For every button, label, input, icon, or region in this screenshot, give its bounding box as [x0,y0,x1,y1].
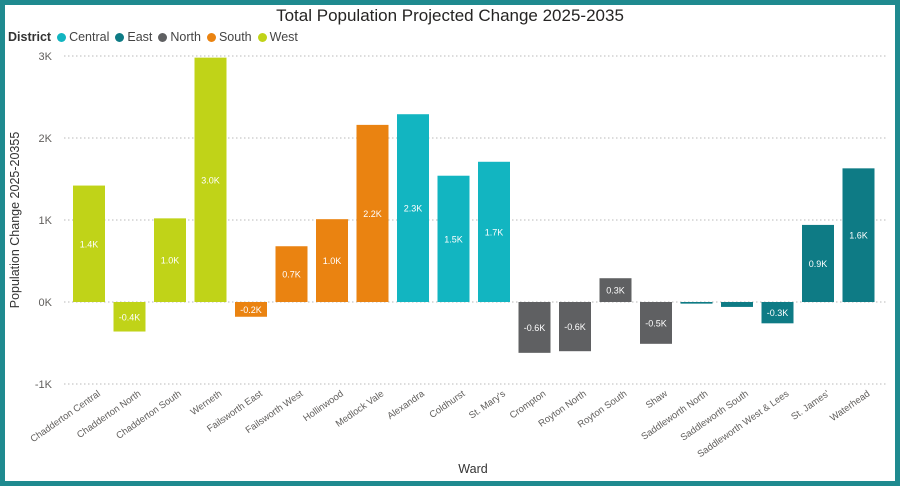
x-tick-label: Shaw [644,388,670,411]
data-label: 1.0K [323,256,342,266]
data-label: 1.6K [849,231,868,241]
x-tick-label: St. James' [789,388,832,422]
bar-failsworth-east[interactable] [235,302,267,317]
bar-saddleworth-west-lees[interactable] [761,302,794,324]
x-tick-label: Werneth [189,388,225,418]
legend-dot-icon [206,32,216,42]
bar-st-james-[interactable] [802,224,834,302]
data-label: -0.2K [240,305,262,315]
bar-werneth[interactable] [194,57,227,302]
y-axis-label: Population Change 2025-20355 [8,132,22,309]
legend-item-north[interactable]: North [158,30,201,44]
legend-title: District [8,30,52,44]
bar-shaw[interactable] [640,302,672,344]
bar-chadderton-south[interactable] [154,218,186,302]
data-label: -0.4K [119,312,141,322]
chart-title: Total Population Projected Change 2025-2… [276,6,624,25]
bar-royton-south[interactable] [599,278,632,302]
y-tick-label: 2K [39,133,53,145]
data-label: 1.5K [444,234,463,244]
legend-label: West [269,30,298,44]
x-tick-label: Saddleworth North [639,388,710,442]
legend-label: East [127,30,153,44]
bar-st-mary-s[interactable] [478,161,510,302]
legend-item-west[interactable]: West [257,30,298,44]
data-label: 1.7K [485,227,504,237]
x-tick-label: Coldhurst [428,388,468,421]
data-label: -0.5K [645,318,667,328]
x-tick-label: Alexandra [385,388,427,422]
data-label: 1.0K [161,256,180,266]
bar-waterhead[interactable] [842,168,875,302]
data-label: 2.3K [404,204,423,214]
legend-dot-icon [57,32,67,42]
bar-chadderton-central[interactable] [73,185,105,302]
legend-item-central[interactable]: Central [57,30,109,44]
legend-item-south[interactable]: South [206,30,252,44]
bar-medlock-vale[interactable] [356,124,389,302]
data-label: 0.9K [809,259,828,269]
bar-saddleworth-south[interactable] [721,302,753,307]
y-tick-label: 0K [39,297,53,309]
bar-failsworth-west[interactable] [275,246,308,302]
legend-dot-icon [158,32,168,42]
data-label: 1.4K [80,239,99,249]
bar-royton-north[interactable] [559,302,591,352]
data-label: -0.6K [564,322,586,332]
legend-label: North [170,30,201,44]
x-tick-label: Chadderton Central [28,388,102,445]
legend-dot-icon [257,32,267,42]
data-label: 0.3K [606,286,625,296]
bar-chadderton-north[interactable] [113,302,146,332]
legend: District Central East North South West [8,30,304,44]
bar-saddleworth-north[interactable] [680,302,713,304]
y-tick-label: -1K [35,379,53,391]
legend-item-east[interactable]: East [115,30,152,44]
data-label: 0.7K [282,270,301,280]
bar-coldhurst[interactable] [437,175,470,302]
x-tick-label: Saddleworth South [679,388,751,443]
data-label: -0.6K [524,323,546,333]
data-label: 3.0K [201,175,220,185]
y-tick-label: 3K [39,51,53,63]
bar-hollinwood[interactable] [316,219,348,302]
x-axis-label: Ward [458,462,487,476]
x-tick-label: Waterhead [828,388,872,423]
legend-dot-icon [115,32,125,42]
bar-alexandra[interactable] [397,114,429,302]
y-tick-label: 1K [39,215,53,227]
bar-crompton[interactable] [518,302,551,353]
data-label: 2.2K [363,209,382,219]
legend-label: Central [69,30,110,44]
data-label: -0.3K [767,308,789,318]
x-tick-label: St. Mary's [467,388,508,421]
legend-label: South [218,30,252,44]
